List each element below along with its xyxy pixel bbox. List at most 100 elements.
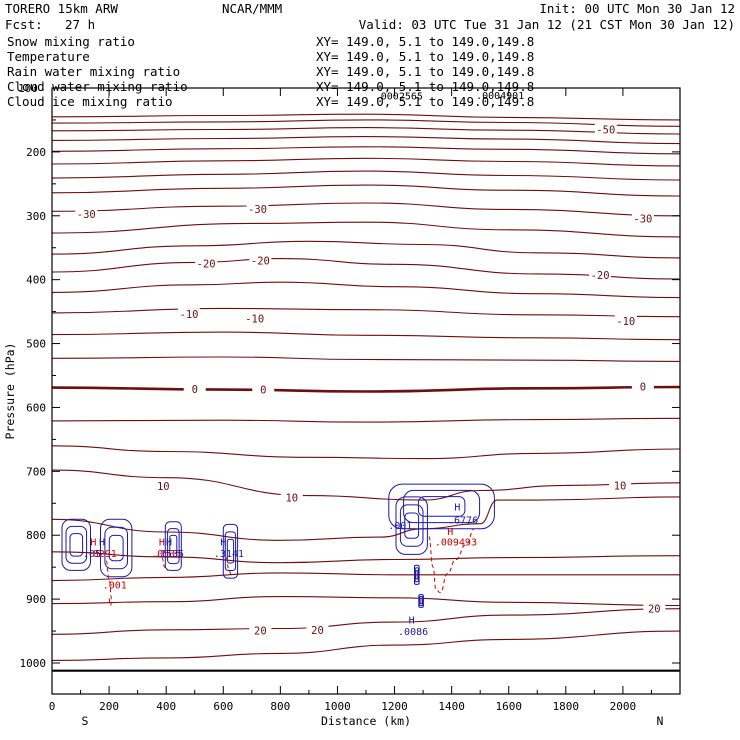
temperature-contour-10-18: [52, 445, 680, 460]
temperature-label: 0: [192, 384, 198, 396]
endpoint-south-label: S: [82, 714, 89, 728]
y-tick-label: 500: [26, 338, 46, 351]
cloud-water-contour-2-0: [164, 521, 182, 571]
max-label: H: [220, 538, 226, 549]
temperature-label-bg: [249, 624, 272, 637]
cloud-water-contour-7-1: [418, 595, 424, 607]
temperature-label: -50: [596, 125, 615, 137]
max-label: H: [90, 538, 96, 549]
temperature-label: -10: [245, 314, 264, 326]
plot-area: -50 -30 -30 -30 -20 -20 -20 -10 -10 -10 0 0 0 10 10 10 2…: [52, 91, 680, 672]
max-label: .05: [83, 549, 101, 560]
temperature-label-bg: [152, 480, 175, 493]
legend-cloud-ice-xy: XY= 149.0, 5.1 to 149.0,149.8: [316, 94, 534, 109]
max-label: .009493: [435, 538, 477, 549]
x-tick-label: 1600: [495, 700, 522, 713]
cloud-water-contour-0-0: [61, 518, 91, 571]
max-label: .0002565: [375, 92, 423, 103]
legend-cloud-ice-name: Cloud ice mixing ratio: [7, 94, 173, 109]
cloud-water-contour-0-1: [65, 525, 88, 564]
temperature-label-bg: [631, 212, 654, 225]
temperature-label: 0: [260, 385, 266, 397]
temperature-contour--50-4: [52, 146, 680, 155]
max-label: 0291: [93, 549, 117, 560]
temperature-contour-20-24: [52, 608, 680, 635]
temperature-label-bg: [246, 202, 269, 215]
endpoint-north-label: N: [657, 714, 664, 728]
temperature-contour-10-19: [52, 469, 680, 501]
temperature-label: -10: [180, 309, 199, 321]
temperature-label: -20: [197, 259, 216, 271]
temperature-label-bg: [594, 123, 617, 136]
max-label: H: [99, 538, 105, 549]
cloud-water-contour-5-1: [403, 489, 481, 524]
cloud-water-contour-5-2: [417, 496, 466, 517]
temperature-contour--30-8: [52, 202, 680, 217]
x-tick-label: 2000: [610, 700, 637, 713]
forecast-label: Fcst:: [5, 17, 43, 32]
max-label: H: [159, 538, 165, 549]
temperature-label-bg: [631, 380, 654, 393]
temperature-contour--50-5: [52, 157, 680, 167]
temperature-label: -20: [251, 256, 270, 268]
temperature-label-bg: [589, 269, 612, 282]
y-tick-label: 1000: [20, 657, 47, 670]
cloud-water-contour-4-0: [395, 496, 428, 555]
temperature-label-bg: [609, 479, 632, 492]
temperature-contour--20-10: [52, 240, 680, 259]
temperature-label-bg: [183, 382, 206, 395]
temperature-label: 0: [640, 381, 646, 393]
max-label: .0535: [151, 549, 181, 560]
max-label: H: [454, 502, 460, 513]
forecast-hour: 27 h: [65, 17, 95, 32]
temperature-label-bg: [306, 623, 329, 636]
temperature-contour--40-6: [52, 170, 680, 181]
x-axis-title: Distance (km): [321, 714, 411, 728]
legend-snow-xy: XY= 149.0, 5.1 to 149.0,149.8: [316, 34, 534, 49]
y-tick-label: 300: [26, 210, 46, 223]
legend-rain-xy: XY= 149.0, 5.1 to 149.0,149.8: [316, 64, 534, 79]
legend-temperature-name: Temperature: [7, 49, 90, 64]
temperature-label: 20: [311, 625, 324, 637]
cloud-water-contour-3-0: [222, 523, 239, 579]
temperature-label-bg: [252, 383, 275, 396]
y-tick-label-top: 100: [18, 82, 38, 95]
x-tick-label: 1800: [553, 700, 580, 713]
max-label: .001: [388, 521, 412, 532]
cloud-water-contour-6-2: [415, 570, 419, 580]
temperature-contour--50-2: [52, 127, 680, 135]
temperature-contour--20-11: [52, 258, 680, 280]
cloud-water-contour-1-0: [100, 518, 133, 578]
temperature-label-bg: [195, 257, 218, 270]
temperature-contour--10-12: [52, 281, 680, 299]
y-tick-label: 900: [26, 593, 46, 606]
cloud-water-contour-0-2: [69, 533, 84, 557]
rain-contour-0: [105, 560, 113, 607]
x-tick-label: 1200: [381, 700, 408, 713]
max-label: .6776: [448, 515, 478, 526]
temperature-contour-20-23: [52, 596, 680, 607]
max-label: H: [409, 616, 415, 627]
temperature-contour-20-25: [52, 630, 680, 661]
cloud-water-contour-4-2: [404, 512, 420, 539]
temperature-label-bg: [243, 312, 266, 325]
temperature-label-bg: [178, 308, 201, 321]
y-tick-label: 800: [26, 529, 46, 542]
legend-snow-name: Snow mixing ratio: [7, 34, 135, 49]
model-title: TORERO 15km ARW: [5, 1, 118, 16]
x-tick-label: 600: [213, 700, 233, 713]
temperature-label: -30: [77, 209, 96, 221]
cloud-water-contour-1-1: [104, 526, 129, 570]
cloud-water-contour-3-2: [226, 538, 235, 564]
x-tick-label: 1000: [324, 700, 351, 713]
temperature-label: -10: [616, 316, 635, 328]
legend-temperature-xy: XY= 149.0, 5.1 to 149.0,149.8: [316, 49, 534, 64]
x-tick-label: 200: [99, 700, 119, 713]
rain-contour-2: [225, 557, 233, 578]
temperature-label-bg: [75, 207, 98, 220]
y-tick-label: 400: [26, 274, 46, 287]
temperature-contour-10-21: [52, 551, 680, 564]
temperature-contour--50-3: [52, 136, 680, 145]
